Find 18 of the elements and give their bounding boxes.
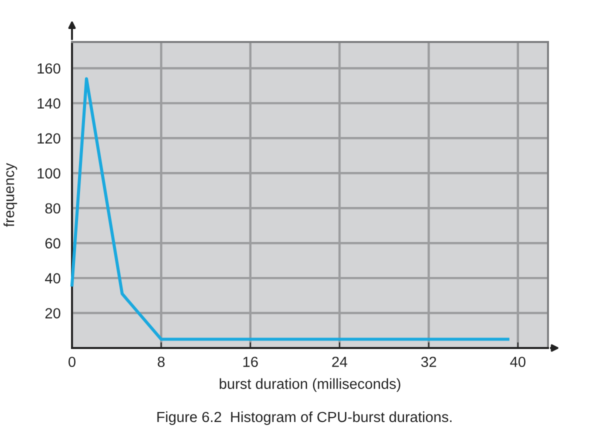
- x-tick-label: 24: [332, 356, 348, 367]
- y-tick-label: 40: [45, 273, 60, 284]
- line-series: [70, 77, 510, 341]
- x-tick-label: 16: [243, 356, 258, 368]
- x-tick-label: 0: [68, 356, 76, 368]
- y-tick-label: 80: [45, 203, 60, 214]
- x-tick-label: 40: [510, 356, 526, 368]
- y-tick-label: 120: [38, 133, 60, 144]
- y-tick-label: 60: [45, 238, 60, 249]
- y-tick-label: 140: [38, 98, 60, 109]
- text: Figure 6.2 Histogram of CPU-burst durations.: [157, 411, 452, 426]
- y-axis-title: frequency: [4, 163, 18, 227]
- x-axis-title: burst duration (milliseconds): [220, 378, 400, 392]
- y-tick-label: 20: [45, 308, 60, 318]
- x-tick-label: 8: [158, 356, 165, 368]
- x-tick-label: 32: [421, 356, 436, 368]
- y-tick-label: 160: [38, 63, 60, 74]
- y-tick-label: 100: [38, 168, 60, 179]
